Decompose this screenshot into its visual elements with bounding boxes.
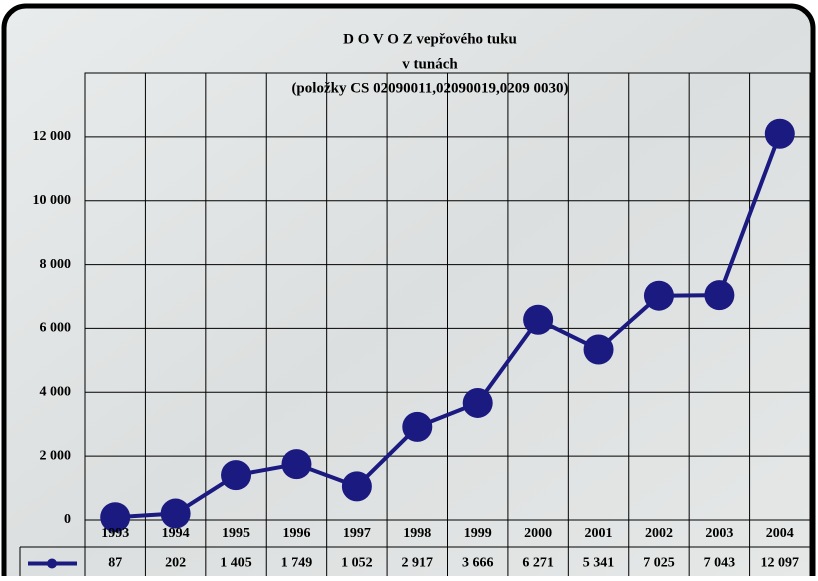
table-value: 87: [108, 556, 122, 571]
marker: [342, 471, 372, 501]
table-value: 6 271: [522, 556, 554, 571]
x-tick-label: 2000: [524, 526, 552, 541]
table-value: 12 097: [761, 556, 800, 571]
table-value: 1 052: [341, 556, 373, 571]
y-tick-label: 10 000: [33, 193, 72, 208]
table-value: 202: [165, 556, 186, 571]
y-tick-label: 8 000: [40, 257, 72, 272]
x-tick-label: 2004: [766, 526, 794, 541]
y-tick-label: 4 000: [40, 385, 72, 400]
y-tick-label: 12 000: [33, 129, 72, 144]
chart-subtitle: v tunách: [402, 56, 458, 72]
table-value: 2 917: [402, 556, 434, 571]
table-value: 7 025: [643, 556, 675, 571]
chart-title: D O V O Z vepřového tuku: [343, 31, 517, 47]
x-tick-label: 1993: [101, 526, 129, 541]
legend-marker: [47, 559, 57, 569]
y-tick-label: 0: [64, 512, 71, 527]
x-tick-label: 1996: [282, 526, 310, 541]
y-tick-label: 6 000: [40, 321, 72, 336]
table-value: 7 043: [704, 556, 736, 571]
marker: [584, 334, 614, 364]
x-tick-label: 1998: [403, 526, 431, 541]
marker: [221, 460, 251, 490]
x-tick-label: 2003: [705, 526, 733, 541]
y-tick-label: 2 000: [40, 448, 72, 463]
x-tick-label: 1999: [464, 526, 492, 541]
marker: [704, 280, 734, 310]
marker: [644, 281, 674, 311]
marker: [523, 305, 553, 335]
table-value: 1 405: [220, 556, 252, 571]
x-tick-label: 2001: [585, 526, 613, 541]
marker: [765, 119, 795, 149]
x-tick-label: 1997: [343, 526, 371, 541]
x-tick-label: 2002: [645, 526, 673, 541]
x-tick-label: 1995: [222, 526, 250, 541]
marker: [463, 388, 493, 418]
marker: [161, 499, 191, 529]
marker: [281, 449, 311, 479]
chart-note: (položky CS 02090011,02090019,0209 0030): [291, 80, 568, 96]
chart: D O V O Z vepřového tuku v tunách (polož…: [0, 0, 818, 576]
table-value: 3 666: [462, 556, 494, 571]
table-value: 1 749: [281, 556, 313, 571]
marker: [402, 412, 432, 442]
x-tick-label: 1994: [162, 526, 190, 541]
table-value: 5 341: [583, 556, 615, 571]
